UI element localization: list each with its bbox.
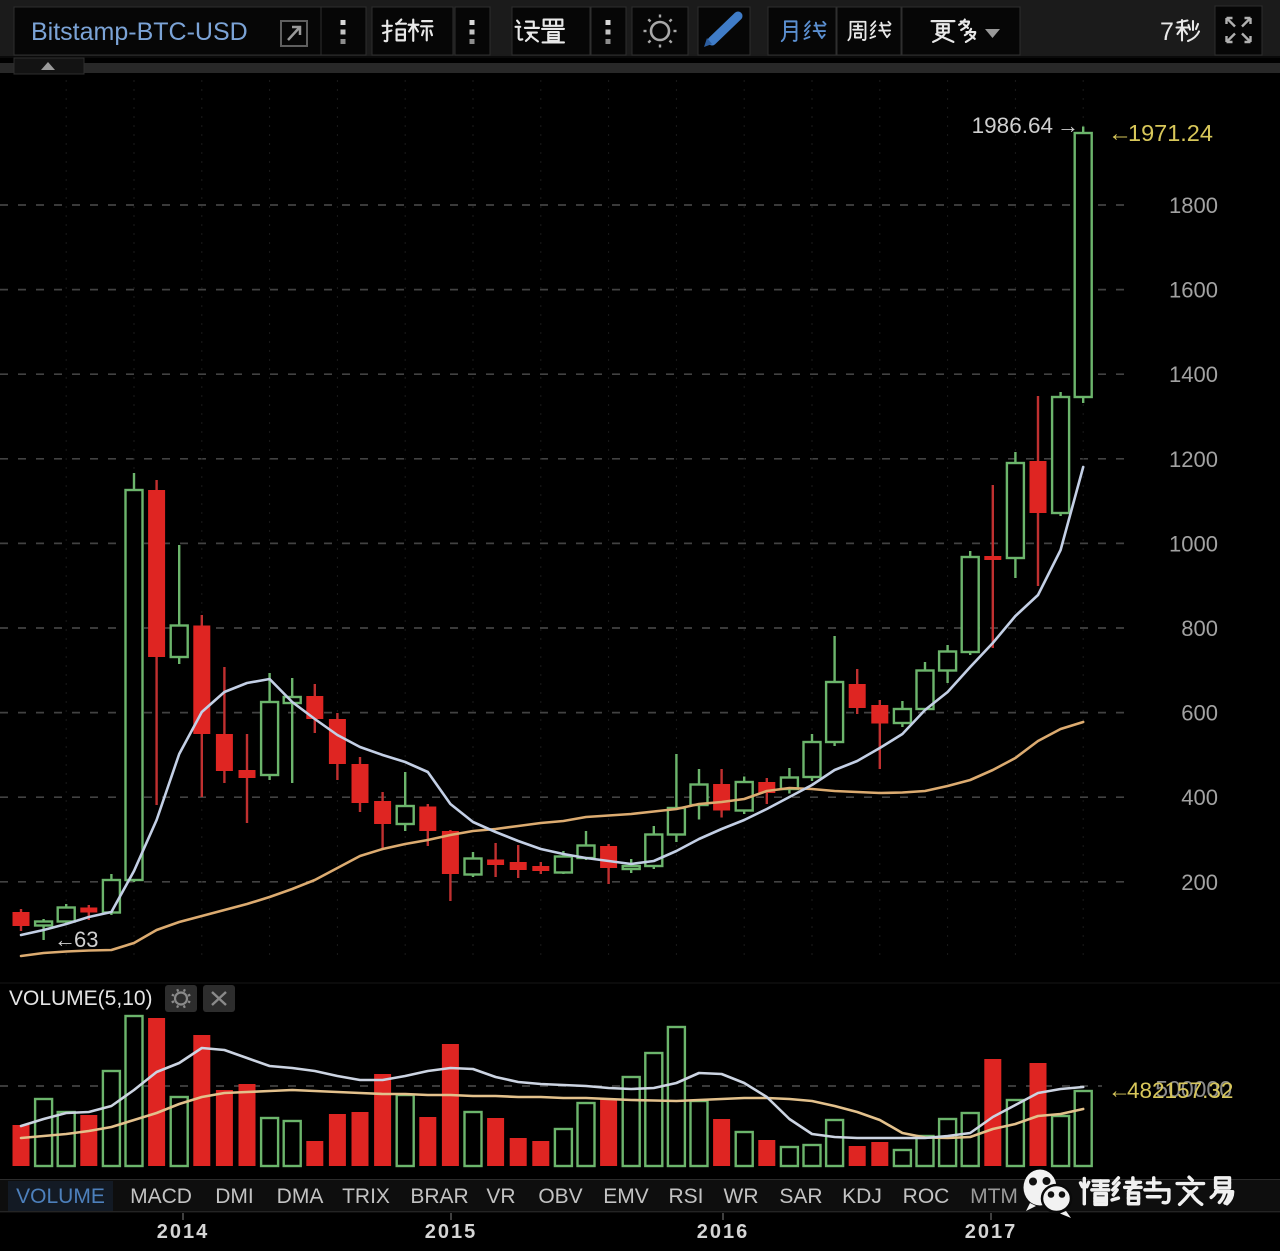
svg-text:482157.32: 482157.32 [1127, 1078, 1233, 1103]
svg-text:1600: 1600 [1169, 278, 1218, 303]
svg-text:2016: 2016 [697, 1221, 750, 1243]
svg-text:7: 7 [1160, 18, 1174, 46]
svg-text:400: 400 [1181, 785, 1218, 810]
svg-text:1200: 1200 [1169, 447, 1218, 472]
svg-text:VOLUME(5,10): VOLUME(5,10) [9, 987, 153, 1010]
svg-text:→: → [1057, 113, 1079, 138]
svg-text:2015: 2015 [425, 1221, 478, 1243]
svg-text:SAR: SAR [779, 1185, 822, 1208]
svg-text:DMI: DMI [215, 1185, 254, 1208]
svg-text:KDJ: KDJ [842, 1185, 882, 1208]
svg-text:800: 800 [1181, 616, 1218, 641]
svg-text:2017: 2017 [965, 1221, 1018, 1243]
svg-text:1000: 1000 [1169, 531, 1218, 556]
svg-text:←: ← [1108, 120, 1132, 147]
svg-text:MTM: MTM [970, 1185, 1018, 1208]
svg-text:DMA: DMA [277, 1185, 324, 1208]
svg-text:2014: 2014 [157, 1221, 210, 1243]
svg-text:1800: 1800 [1169, 193, 1218, 218]
svg-text:Bitstamp-BTC-USD: Bitstamp-BTC-USD [31, 18, 248, 46]
svg-text:RSI: RSI [668, 1185, 703, 1208]
svg-text:BRAR: BRAR [410, 1185, 468, 1208]
svg-text:VR: VR [486, 1185, 515, 1208]
svg-text:1971.24: 1971.24 [1128, 120, 1213, 146]
svg-text:OBV: OBV [538, 1185, 582, 1208]
svg-text:ROC: ROC [903, 1185, 950, 1208]
svg-text:63: 63 [74, 927, 98, 952]
svg-text:TRIX: TRIX [342, 1185, 390, 1208]
svg-text:WR: WR [724, 1185, 759, 1208]
svg-text:1400: 1400 [1169, 362, 1218, 387]
svg-text:←: ← [1108, 1077, 1131, 1103]
svg-text:VOLUME: VOLUME [16, 1185, 105, 1208]
svg-text:EMV: EMV [603, 1185, 649, 1208]
svg-text:MACD: MACD [130, 1185, 192, 1208]
svg-text:1986.64: 1986.64 [972, 113, 1053, 138]
svg-text:500000: 500000 [1155, 1076, 1232, 1102]
svg-text:600: 600 [1181, 701, 1218, 726]
svg-text:←: ← [54, 927, 76, 952]
svg-text:200: 200 [1181, 870, 1218, 895]
